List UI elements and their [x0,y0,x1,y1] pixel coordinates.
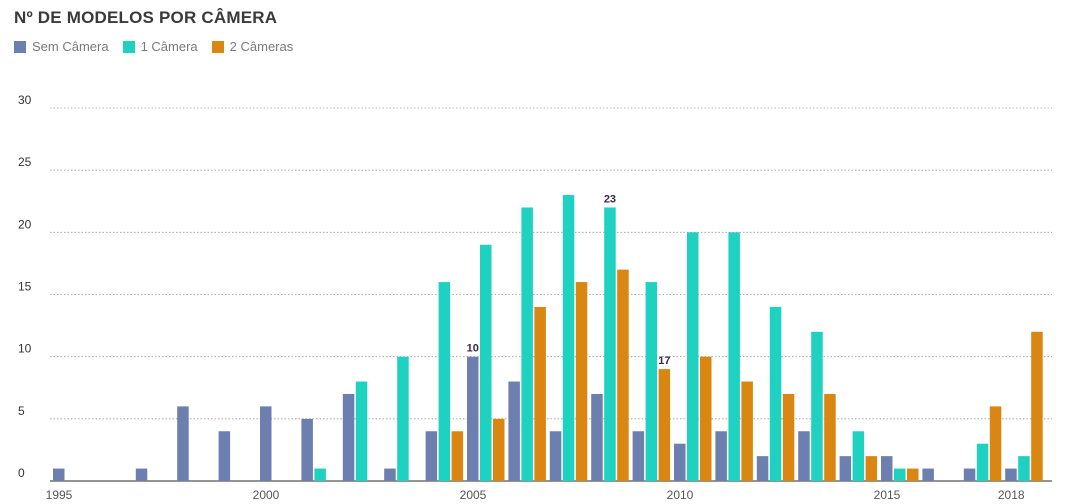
x-tick-label: 2005 [460,488,487,502]
bar-sem-c-mera-2010 [674,443,686,481]
bar-2-c-meras-2006 [534,306,546,481]
bar-sem-c-mera-2001 [301,418,313,481]
bar-1-c-mera-2015 [894,468,906,481]
data-label: 17 [658,355,670,367]
x-tick-label: 2018 [998,488,1025,502]
bar-1-c-mera-2018 [1018,456,1030,481]
bar-sem-c-mera-2005 [467,356,479,481]
bar-2-c-meras-2009 [658,369,671,481]
bar-2-c-meras-2004 [451,431,464,481]
bar-sem-c-mera-2009 [632,431,645,481]
legend-swatch-2-cameras [211,40,224,53]
x-tick-label: 2015 [874,488,901,502]
bar-1-c-mera-2014 [852,431,865,481]
bar-sem-c-mera-2007 [549,431,562,481]
legend-label-2-cameras: 2 Câmeras [229,39,294,54]
bar-sem-c-mera-2004 [425,431,438,481]
bar-1-c-mera-2009 [645,282,658,481]
bar-sem-c-mera-2003 [384,468,396,481]
bar-sem-c-mera-2011 [715,431,727,481]
bar-sem-c-mera-1997 [135,468,148,481]
bar-sem-c-mera-2012 [756,456,769,481]
y-tick-label: 20 [18,217,32,231]
data-label: 23 [604,193,616,205]
x-tick-label: 1995 [46,488,73,502]
legend-item-2-cameras: 2 Câmeras [211,39,294,54]
bar-1-c-mera-2004 [438,282,451,481]
bar-1-c-mera-2017 [976,443,989,481]
bar-sem-c-mera-2013 [798,431,810,481]
legend-swatch-sem-camera [14,40,26,53]
legend-item-1-camera: 1 Câmera [122,39,198,54]
bar-2-c-meras-2017 [989,406,1002,481]
y-tick-label: 15 [18,280,32,294]
bar-sem-c-mera-1999 [218,431,231,481]
legend: Sem Câmera 1 Câmera 2 Câmeras [14,39,307,54]
bar-sem-c-mera-2016 [922,468,934,481]
bar-2-c-meras-2015 [907,468,919,481]
bar-sem-c-mera-2014 [839,456,852,481]
bar-1-c-mera-2010 [687,232,699,481]
y-tick-label: 30 [18,93,32,107]
bar-2-c-meras-2010 [700,356,712,481]
bar-sem-c-mera-2008 [591,393,603,481]
bar-2-c-meras-2007 [575,282,588,481]
bar-2-c-meras-2014 [865,456,878,481]
bar-2-c-meras-2013 [824,393,836,481]
legend-item-sem-camera: Sem Câmera [14,39,109,54]
bar-2-c-meras-2011 [741,381,753,481]
bar-sem-c-mera-2017 [963,468,976,481]
y-tick-label: 25 [18,155,32,169]
legend-label-sem-camera: Sem Câmera [32,39,109,54]
x-tick-label: 2010 [667,488,694,502]
bar-sem-c-mera-2002 [342,393,355,481]
bar-1-c-mera-2007 [562,195,575,482]
legend-swatch-1-camera [122,40,135,53]
bar-sem-c-mera-1998 [177,406,189,481]
bar-1-c-mera-2005 [480,244,492,481]
y-tick-label: 0 [18,466,25,480]
y-tick-label: 5 [18,404,25,418]
bar-2-c-meras-2012 [782,393,795,481]
bar-1-c-mera-2002 [355,381,368,481]
x-tick-label: 2000 [253,488,280,502]
y-tick-label: 10 [18,342,32,356]
bar-1-c-mera-2003 [397,356,409,481]
bar-sem-c-mera-2015 [881,456,893,481]
bar-2-c-meras-2008 [617,269,629,481]
bar-1-c-mera-2011 [728,232,740,481]
bar-1-c-mera-2001 [314,468,326,481]
data-label: 10 [467,343,479,355]
bar-sem-c-mera-2018 [1005,468,1017,481]
bar-1-c-mera-2008 [604,207,616,481]
bar-sem-c-mera-2006 [508,381,520,481]
legend-label-1-camera: 1 Câmera [140,39,198,54]
bar-1-c-mera-2012 [769,306,782,481]
bar-2-c-meras-2005 [493,418,505,481]
chart-title: Nº DE MODELOS POR CÂMERA [14,8,278,27]
bar-1-c-mera-2013 [811,331,823,481]
bar-2-c-meras-2018 [1031,331,1043,481]
bar-sem-c-mera-1995 [53,468,65,481]
bar-1-c-mera-2006 [521,207,533,481]
bar-sem-c-mera-2000 [260,406,272,481]
